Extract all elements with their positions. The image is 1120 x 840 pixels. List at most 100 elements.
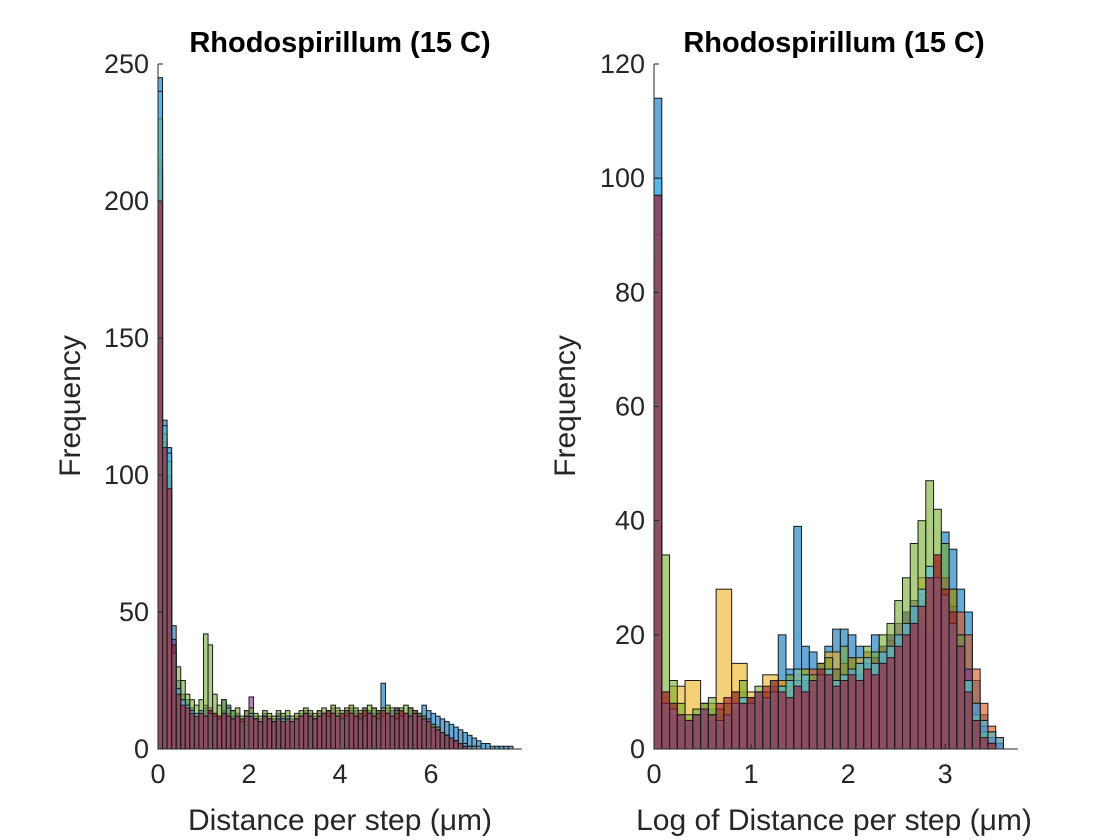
- histogram-bar: [266, 718, 273, 750]
- x-tick-label: 2: [241, 759, 256, 789]
- histogram-bar: [964, 691, 973, 750]
- histogram-bar: [987, 742, 997, 750]
- histogram-bar: [189, 712, 195, 750]
- histogram-bar: [971, 719, 981, 750]
- x-tick-label: 1: [744, 759, 759, 789]
- histogram-bar: [171, 644, 177, 750]
- histogram-bar: [933, 554, 942, 750]
- histogram-bar: [995, 737, 1004, 750]
- histogram-bar: [855, 680, 865, 750]
- histogram-bar: [385, 712, 391, 750]
- histogram-bar: [166, 488, 173, 750]
- histogram-bar: [435, 729, 441, 750]
- histogram-bar: [271, 721, 277, 750]
- left-x-ticks: 0 2 4 6: [150, 744, 439, 789]
- histogram-bar: [198, 712, 204, 750]
- histogram-bar: [746, 697, 756, 750]
- histogram-bar: [824, 674, 834, 750]
- right-y-ticks: 0 20 40 60 80 100 120: [600, 49, 659, 764]
- histogram-bar: [284, 718, 291, 750]
- histogram-bar: [239, 718, 245, 750]
- y-tick-label: 50: [119, 597, 149, 627]
- histogram-bar: [421, 718, 427, 750]
- histogram-bar: [362, 710, 368, 750]
- histogram-bar: [439, 732, 446, 750]
- histogram-bar: [925, 577, 935, 750]
- histogram-bar: [348, 712, 355, 750]
- histogram-bar: [909, 622, 919, 750]
- x-tick-label: 2: [841, 759, 856, 789]
- histogram-bar: [275, 718, 282, 750]
- histogram-bar: [444, 734, 450, 750]
- histogram-bar: [253, 718, 259, 750]
- histogram-bar: [731, 691, 740, 750]
- histogram-bar: [334, 715, 341, 750]
- y-tick-label: 0: [134, 734, 149, 764]
- histogram-bar: [416, 715, 423, 750]
- histogram-bar: [257, 721, 264, 750]
- histogram-bar: [371, 715, 377, 750]
- histogram-bar: [801, 691, 810, 750]
- histogram-bar: [243, 715, 250, 750]
- right-chart-title: Rhodospirillum (15 C): [683, 27, 984, 59]
- histogram-bar: [280, 721, 286, 750]
- histogram-bar: [389, 715, 396, 750]
- histogram-bar: [777, 691, 787, 750]
- histogram-bar: [289, 721, 296, 750]
- histogram-bar: [353, 715, 359, 750]
- histogram-bar: [312, 718, 318, 750]
- histogram-bar: [661, 691, 671, 750]
- histogram-bar: [793, 685, 803, 750]
- histogram-bar: [940, 588, 950, 750]
- histogram-bar: [193, 715, 200, 750]
- left-histogram-panel: 0 50 100 150 200 250 0 2 4 6 Rhodospirillum (15 …: [54, 27, 522, 837]
- histogram-bar: [956, 645, 966, 750]
- histogram-bar: [839, 680, 849, 750]
- right-y-axis-label: Frequency: [549, 335, 582, 477]
- histogram-bar: [948, 611, 958, 750]
- histogram-bar: [180, 704, 186, 750]
- histogram-bar: [669, 702, 678, 750]
- histogram-bar: [917, 605, 927, 750]
- y-tick-label: 40: [615, 506, 645, 536]
- histogram-bar: [832, 685, 841, 750]
- histogram-bar: [457, 743, 464, 750]
- histogram-bar: [723, 697, 733, 750]
- histogram-bar: [700, 708, 709, 750]
- histogram-bar: [234, 715, 241, 750]
- histogram-bar: [870, 674, 880, 750]
- x-tick-label: 6: [423, 759, 438, 789]
- histogram-bar: [485, 743, 491, 750]
- y-tick-label: 60: [615, 392, 645, 422]
- histogram-bar: [886, 657, 896, 750]
- right-x-axis-label: Log of Distance per step (μm): [636, 804, 1032, 837]
- histogram-bar: [248, 715, 255, 750]
- y-tick-label: 100: [600, 163, 645, 193]
- x-tick-label: 0: [150, 759, 165, 789]
- histogram-bar: [184, 707, 191, 750]
- y-tick-label: 250: [104, 49, 149, 79]
- histogram-bar: [303, 712, 309, 750]
- histogram-bar: [344, 710, 350, 750]
- histogram-bar: [707, 714, 717, 750]
- histogram-bar: [453, 740, 459, 750]
- histogram-bar: [769, 680, 779, 750]
- histogram-bar: [448, 737, 455, 750]
- histogram-bar: [653, 194, 663, 750]
- histogram-bar: [316, 715, 323, 750]
- histogram-bar: [692, 714, 702, 750]
- histogram-bar: [863, 668, 872, 750]
- histogram-bar: [398, 710, 405, 750]
- histogram-bar: [808, 680, 818, 750]
- histogram-bar: [785, 697, 795, 750]
- histogram-bar: [175, 693, 182, 750]
- y-tick-label: 200: [104, 186, 149, 216]
- histogram-bar: [375, 712, 382, 750]
- histogram-bar: [762, 685, 771, 750]
- histogram-bar: [221, 712, 227, 750]
- y-tick-label: 0: [630, 734, 645, 764]
- histogram-bar: [412, 712, 418, 750]
- left-y-axis-label: Frequency: [54, 335, 87, 477]
- histogram-bar: [298, 715, 305, 750]
